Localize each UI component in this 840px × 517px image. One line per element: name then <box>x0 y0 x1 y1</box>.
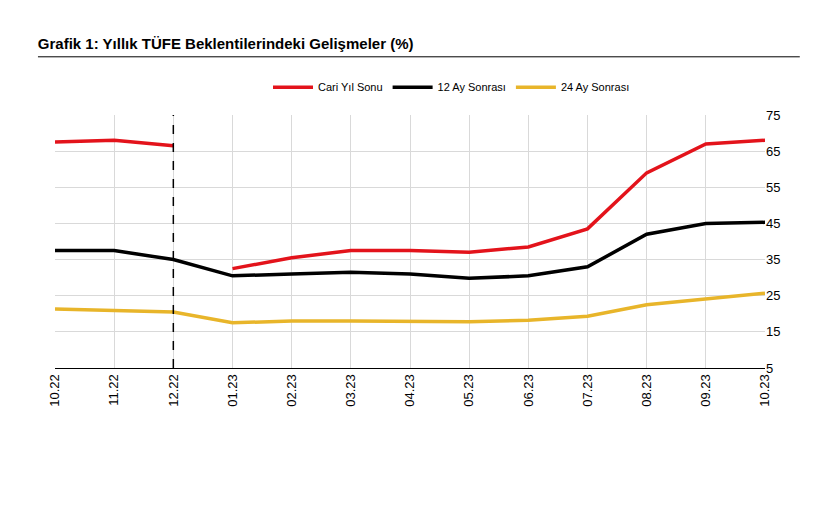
svg-text:01.23: 01.23 <box>225 374 240 407</box>
svg-text:55: 55 <box>766 180 780 195</box>
svg-text:35: 35 <box>766 252 780 267</box>
svg-text:5: 5 <box>766 361 773 376</box>
svg-text:12.22: 12.22 <box>166 374 181 407</box>
svg-text:10.22: 10.22 <box>47 374 62 407</box>
svg-text:12 Ay Sonrası: 12 Ay Sonrası <box>438 81 506 93</box>
svg-text:Grafik 1: Yıllık TÜFE Beklenti: Grafik 1: Yıllık TÜFE Beklentilerindeki … <box>38 35 414 52</box>
svg-text:10.23: 10.23 <box>757 374 772 407</box>
svg-text:02.23: 02.23 <box>284 374 299 407</box>
svg-text:65: 65 <box>766 144 780 159</box>
svg-text:11.22: 11.22 <box>106 374 121 406</box>
svg-text:25: 25 <box>766 288 780 303</box>
svg-text:03.23: 03.23 <box>343 374 358 407</box>
svg-text:45: 45 <box>766 216 780 231</box>
svg-text:24 Ay Sonrası: 24 Ay Sonrası <box>561 81 629 93</box>
svg-text:05.23: 05.23 <box>461 374 476 407</box>
svg-text:07.23: 07.23 <box>580 374 595 407</box>
svg-text:09.23: 09.23 <box>698 374 713 407</box>
svg-text:06.23: 06.23 <box>521 374 536 407</box>
svg-text:Cari Yıl Sonu: Cari Yıl Sonu <box>318 81 383 93</box>
svg-text:04.23: 04.23 <box>402 374 417 407</box>
svg-text:08.23: 08.23 <box>639 374 654 407</box>
svg-text:75: 75 <box>766 108 780 123</box>
svg-text:15: 15 <box>766 324 780 339</box>
